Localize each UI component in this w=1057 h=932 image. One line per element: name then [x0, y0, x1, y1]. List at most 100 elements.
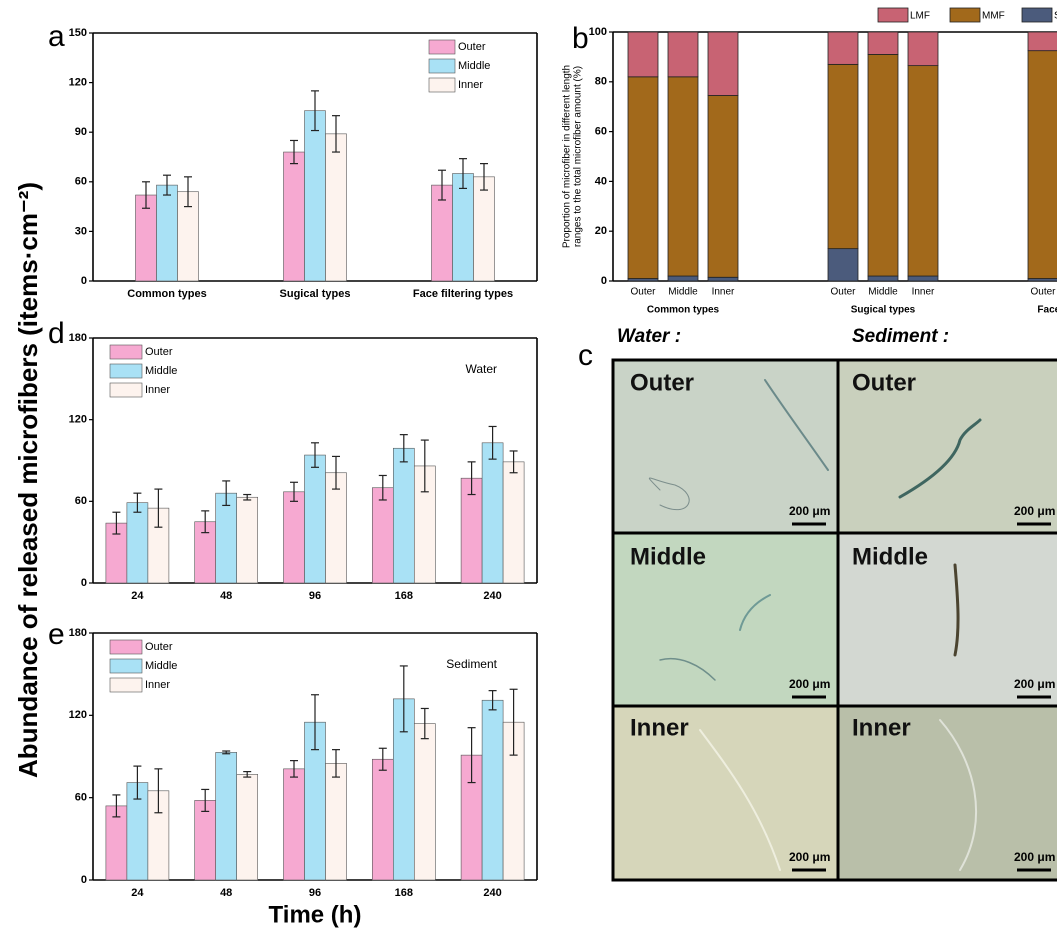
bar [393, 448, 414, 583]
bar-segment [908, 66, 938, 276]
legend-label: Middle [145, 660, 177, 672]
x-tick-label: Inner [912, 287, 935, 298]
y-tick-label: 60 [75, 792, 87, 804]
group-label: Common types [647, 305, 720, 316]
x-tick-label: 96 [309, 887, 321, 899]
figure: Abundance of released microfibers (items… [0, 0, 1057, 932]
column-title: Sediment : [852, 326, 949, 347]
x-tick-label: Middle [868, 287, 898, 298]
bar-segment [708, 32, 738, 95]
annotation: Water [465, 362, 497, 376]
legend-label: Inner [145, 384, 170, 396]
legend-label: Middle [145, 365, 177, 377]
legend-swatch [110, 659, 142, 673]
legend-swatch [429, 78, 455, 92]
bar [326, 134, 347, 281]
y-tick-label: 100 [589, 26, 607, 38]
x-tick-label: Outer [1030, 287, 1056, 298]
y-tick-label: 0 [81, 275, 87, 287]
scale-bar-label: 200 μm [789, 850, 830, 864]
bar-segment [628, 77, 658, 279]
y-tick-label: 0 [81, 874, 87, 886]
bar-segment [828, 64, 858, 248]
y-tick-label: 120 [69, 414, 87, 426]
bar [305, 455, 326, 583]
x-tick-label: Common types [127, 288, 206, 300]
y-tick-label: 120 [69, 709, 87, 721]
y-tick-label: 0 [601, 275, 607, 287]
y-tick-label: 60 [75, 176, 87, 188]
bar-segment [628, 32, 658, 77]
bar-segment [668, 77, 698, 276]
annotation: Sediment [446, 657, 497, 671]
x-tick-label: Outer [630, 287, 656, 298]
legend-swatch [110, 345, 142, 359]
bar [482, 700, 503, 880]
y-axis-title: Abundance of released microfibers (items… [13, 182, 43, 778]
legend-swatch [110, 383, 142, 397]
x-tick-label: 48 [220, 887, 232, 899]
bar-segment [868, 276, 898, 281]
scale-bar-label: 200 μm [1014, 677, 1055, 691]
legend-swatch [110, 364, 142, 378]
bar [195, 800, 216, 880]
x-tick-label: Face filtering types [413, 288, 513, 300]
bar [157, 185, 178, 281]
legend-swatch [429, 40, 455, 54]
legend-label: Inner [458, 79, 483, 91]
scale-bar-label: 200 μm [1014, 504, 1055, 518]
bar-segment [668, 276, 698, 281]
legend-label: LMF [910, 11, 930, 22]
bar [216, 752, 237, 880]
legend-swatch [878, 8, 908, 22]
x-tick-label: 168 [395, 590, 413, 602]
legend-label: Outer [458, 41, 486, 53]
bar [372, 488, 393, 583]
scale-bar-label: 200 μm [1014, 850, 1055, 864]
bar [284, 152, 305, 281]
legend-swatch [950, 8, 980, 22]
y-tick-label: 0 [81, 577, 87, 589]
bar-segment [1028, 32, 1057, 51]
bar [503, 462, 524, 583]
y-tick-label: 120 [69, 77, 87, 89]
y-tick-label: 180 [69, 332, 87, 344]
bar [216, 493, 237, 583]
y-tick-label: 60 [75, 495, 87, 507]
panel-letter: c [578, 339, 593, 372]
bar-segment [908, 276, 938, 281]
x-tick-label: Sugical types [280, 288, 351, 300]
row-label: Outer [852, 369, 916, 396]
bar [284, 769, 305, 880]
bar [482, 443, 503, 583]
x-tick-label: Inner [712, 287, 735, 298]
panel-letter: b [572, 22, 589, 55]
bar-segment [708, 95, 738, 277]
bar-segment [1028, 51, 1057, 279]
bar [453, 174, 474, 281]
y-tick-label: 90 [75, 126, 87, 138]
row-label: Outer [630, 369, 694, 396]
panel-letter: d [48, 317, 65, 350]
legend-swatch [110, 640, 142, 654]
row-label: Middle [630, 543, 706, 570]
y-axis-title: Proportion of microfiber in different le… [562, 65, 573, 248]
x-tick-label: 48 [220, 590, 232, 602]
bar-segment [828, 32, 858, 64]
legend-swatch [1022, 8, 1052, 22]
y-tick-label: 30 [75, 225, 87, 237]
micrograph-panel: c Water : Sediment : Outer Outer Middle … [578, 326, 1057, 880]
row-label: Middle [852, 543, 928, 570]
y-tick-label: 180 [69, 627, 87, 639]
y-tick-label: 80 [595, 76, 607, 88]
bar [414, 724, 435, 880]
x-axis-title: Time (h) [269, 901, 362, 928]
x-tick-label: 96 [309, 590, 321, 602]
bar [284, 492, 305, 583]
legend-swatch [429, 59, 455, 73]
bar-segment [828, 249, 858, 281]
legend-label: Inner [145, 679, 170, 691]
column-title: Water : [617, 326, 681, 347]
scale-bar-label: 200 μm [789, 504, 830, 518]
panel-letter: e [48, 618, 65, 651]
